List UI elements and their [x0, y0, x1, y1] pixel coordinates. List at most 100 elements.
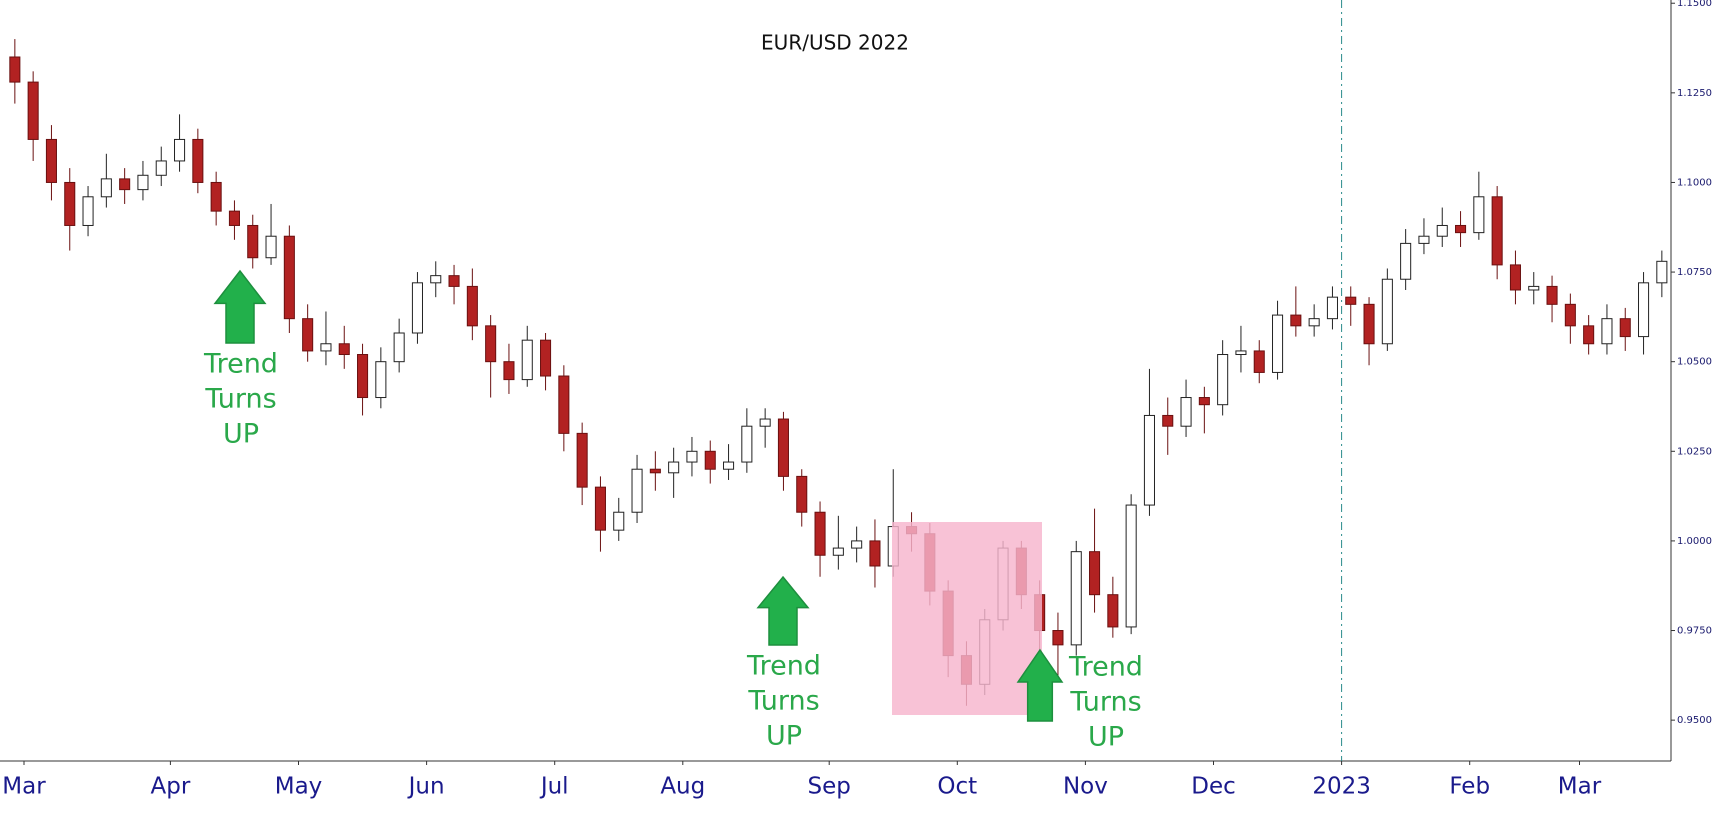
y-tick-label: 1.1500 — [1677, 0, 1712, 9]
y-tick-label: 1.1000 — [1677, 177, 1712, 188]
x-tick-label: Mar — [2, 774, 46, 800]
candle-body — [1089, 551, 1101, 596]
candle-body — [1235, 350, 1247, 356]
candle-body — [594, 486, 606, 531]
candle-body — [668, 461, 680, 474]
candle-body — [119, 178, 131, 191]
x-tick-label: Aug — [660, 774, 705, 800]
y-tick-label: 1.0500 — [1677, 357, 1712, 368]
x-tick-label: 2023 — [1312, 774, 1371, 800]
candle-body — [1546, 285, 1558, 305]
y-tick-label: 1.0000 — [1677, 536, 1712, 547]
candle-body — [704, 450, 716, 470]
candle-body — [1143, 414, 1155, 506]
candle-body — [448, 275, 460, 287]
candle-body — [1455, 224, 1467, 234]
candle-body — [430, 275, 442, 284]
candle-body — [741, 425, 753, 463]
x-tick-label: Oct — [937, 774, 977, 800]
x-tick-label: Sep — [808, 774, 851, 800]
x-tick-label: Mar — [1558, 774, 1602, 800]
x-tick-label: May — [275, 774, 323, 800]
candle-body — [503, 361, 515, 381]
candle-body — [1125, 504, 1137, 628]
candle-body — [1619, 318, 1631, 338]
candle-body — [851, 540, 863, 549]
candle-body — [1400, 242, 1412, 280]
candle-body — [411, 282, 423, 334]
candle-body — [265, 235, 277, 259]
annotation: UP — [1088, 722, 1124, 753]
candle-body — [1528, 285, 1540, 291]
arrow — [1016, 648, 1064, 722]
y-tick-label: 0.9750 — [1677, 626, 1712, 637]
x-tick-label: Jul — [539, 774, 569, 800]
candle-body — [1418, 235, 1430, 244]
candle-body — [45, 138, 57, 183]
x-tick-label: Apr — [151, 774, 191, 800]
annotation: Turns — [1069, 687, 1141, 718]
candle-body — [1107, 594, 1119, 628]
candle-body — [1070, 551, 1082, 646]
x-tick-label: Nov — [1063, 774, 1108, 800]
candle-body — [228, 210, 240, 226]
candle-body — [302, 318, 314, 352]
candle-body — [1198, 397, 1210, 406]
annotation: Trend — [1068, 652, 1143, 683]
candle-body — [1290, 314, 1302, 327]
candle-body — [155, 160, 167, 176]
y-tick-label: 1.0750 — [1677, 267, 1712, 278]
candle-body — [686, 450, 698, 463]
candle-body — [613, 511, 625, 531]
y-tick-label: 1.1250 — [1677, 88, 1712, 99]
candle-body — [521, 339, 533, 381]
chart-title: EUR/USD 2022 — [761, 31, 909, 55]
annotation: Trend — [203, 349, 278, 380]
candle-body — [796, 475, 808, 513]
candle-body — [1656, 260, 1668, 284]
candle-body — [100, 178, 112, 198]
y-tick-label: 1.0250 — [1677, 446, 1712, 457]
candle-body — [1473, 196, 1485, 234]
candle-body — [1272, 314, 1284, 373]
arrow — [213, 269, 267, 344]
candle-body — [283, 235, 295, 320]
y-tick-label: 0.9500 — [1677, 715, 1712, 726]
candle-body — [1180, 397, 1192, 427]
candle-body — [137, 174, 149, 191]
candle-body — [466, 285, 478, 327]
candle-body — [1363, 303, 1375, 345]
candle-body — [82, 196, 94, 226]
candle-body — [1564, 303, 1576, 327]
candle-body — [832, 547, 844, 556]
candle-body — [320, 343, 332, 352]
arrow — [756, 575, 810, 646]
candle-body — [1345, 296, 1357, 305]
candle-body — [174, 138, 186, 162]
candle-body — [1583, 325, 1595, 345]
candle-body — [814, 511, 826, 556]
candle-body — [338, 343, 350, 356]
candle-body — [777, 418, 789, 477]
candle-body — [759, 418, 771, 427]
candle-body — [631, 468, 643, 513]
candle-body — [1052, 630, 1064, 646]
candle-body — [1217, 354, 1229, 406]
candle-body — [649, 468, 661, 474]
candle-body — [357, 354, 369, 399]
annotation: Trend — [746, 651, 821, 682]
x-tick-label: Jun — [407, 774, 445, 800]
x-tick-label: Feb — [1449, 774, 1490, 800]
candle-body — [1326, 296, 1338, 320]
candle-body — [247, 224, 259, 259]
candle-body — [64, 181, 76, 226]
candle-body — [27, 81, 39, 140]
annotation: Turns — [747, 686, 819, 717]
annotation: UP — [766, 721, 802, 752]
candle-body — [1638, 282, 1650, 338]
candle-body — [1436, 224, 1448, 237]
candle-body — [1253, 350, 1265, 373]
